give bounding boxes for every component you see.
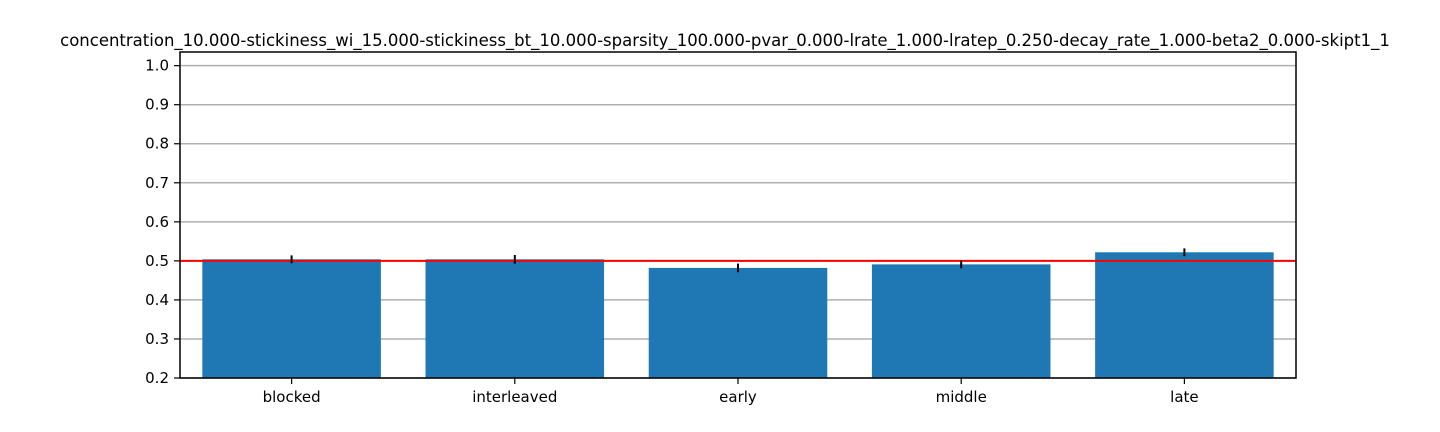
x-tick-label: blocked [263, 388, 321, 406]
x-tick-label: middle [936, 388, 987, 406]
x-axis-ticks: blocked interleaved early middle late [263, 378, 1199, 406]
y-tick-label: 0.8 [145, 135, 169, 153]
y-tick-label: 0.4 [145, 291, 169, 309]
y-tick-label: 0.5 [145, 252, 169, 270]
y-tick-label: 0.3 [145, 330, 169, 348]
x-tick-label: early [719, 388, 757, 406]
bar-late [1095, 252, 1274, 378]
x-tick-label: late [1170, 388, 1198, 406]
y-tick-label: 0.6 [145, 213, 169, 231]
y-tick-label: 0.7 [145, 174, 169, 192]
error-bars [290, 248, 1186, 273]
bar-interleaved [425, 259, 605, 378]
bar-early [648, 267, 828, 378]
bars [202, 252, 1274, 378]
bar-blocked [202, 259, 381, 378]
y-tick-label: 1.0 [145, 57, 169, 75]
y-axis-ticks: 0.2 0.3 0.4 0.5 0.6 0.7 0.8 0.9 1.0 [145, 57, 180, 387]
x-tick-label: interleaved [472, 388, 557, 406]
chart-title: concentration_10.000-stickiness_wi_15.00… [60, 31, 1390, 51]
bar-middle [871, 264, 1051, 378]
y-tick-label: 0.2 [145, 369, 169, 387]
y-tick-label: 0.9 [145, 96, 169, 114]
